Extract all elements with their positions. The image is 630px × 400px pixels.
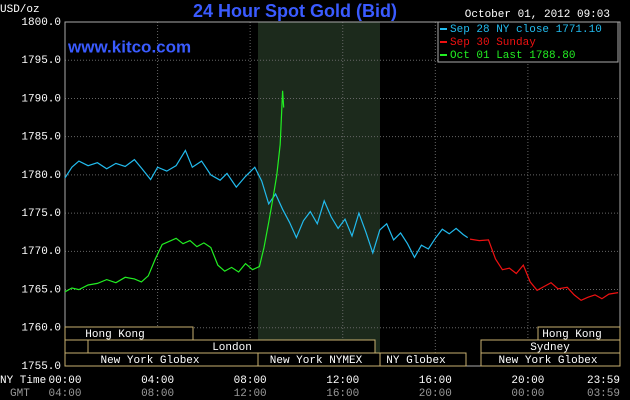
y-tick-label: 1795.0 (21, 55, 61, 67)
legend-label: Oct 01 Last 1788.80 (450, 50, 575, 62)
gmt-tick-label: 03:59 (587, 388, 620, 400)
y-tick-label: 1800.0 (21, 17, 61, 29)
y-tick-label: 1780.0 (21, 170, 61, 182)
x-tick-label: 20:00 (511, 375, 544, 387)
x2-axis-label: GMT (10, 388, 30, 400)
y-tick-label: 1770.0 (21, 246, 61, 258)
watermark: www.kitco.com (67, 37, 191, 56)
y-tick-label: 1765.0 (21, 284, 61, 296)
gmt-tick-label: 08:00 (141, 388, 174, 400)
y-axis-label: USD/oz (0, 4, 40, 16)
session-box (64, 339, 89, 354)
legend-label: Sep 30 Sunday (450, 37, 536, 49)
timestamp: October 01, 2012 09:03 (465, 9, 610, 21)
legend-box (437, 21, 619, 63)
session-label: Hong Kong (542, 329, 601, 341)
x-tick-label: 08:00 (234, 375, 267, 387)
session-label: New York Globex (100, 355, 199, 367)
session-label: New York NYMEX (270, 355, 363, 367)
y-tick-label: 1760.0 (21, 323, 61, 335)
series-line (469, 238, 619, 301)
y-tick-label: 1790.0 (21, 93, 61, 105)
session-label: NY Globex (386, 355, 446, 367)
session-label: Sydney (530, 342, 570, 354)
legend-label: Sep 28 NY close 1771.10 (450, 24, 602, 36)
session-label: London (212, 342, 252, 354)
x-tick-label: 00:00 (48, 375, 81, 387)
x-axis-label: NY Time (0, 375, 46, 387)
nymex-shade (258, 22, 380, 366)
gmt-tick-label: 16:00 (326, 388, 359, 400)
series-line (64, 149, 469, 259)
gmt-tick-label: 12:00 (234, 388, 267, 400)
series-line (64, 90, 285, 293)
y-tick-label: 1785.0 (21, 132, 61, 144)
session-box (379, 352, 467, 367)
x-tick-label: 16:00 (419, 375, 452, 387)
session-label: Hong Kong (85, 329, 144, 341)
session-label: New York Globex (498, 355, 597, 367)
gmt-tick-label: 00:00 (511, 388, 544, 400)
gmt-tick-label: 20:00 (419, 388, 452, 400)
session-box (480, 352, 621, 367)
sessions: Hong Kong London New York Globex New Yor… (64, 326, 621, 367)
x-tick-label: 04:00 (141, 375, 174, 387)
gmt-tick-label: 04:00 (48, 388, 81, 400)
chart-title: 24 Hour Spot Gold (Bid) (193, 1, 397, 21)
x-tick-label: 12:00 (326, 375, 359, 387)
y-tick-label: 1755.0 (21, 361, 61, 373)
y-tick-label: 1775.0 (21, 208, 61, 220)
x-tick-label: 23:59 (587, 375, 620, 387)
